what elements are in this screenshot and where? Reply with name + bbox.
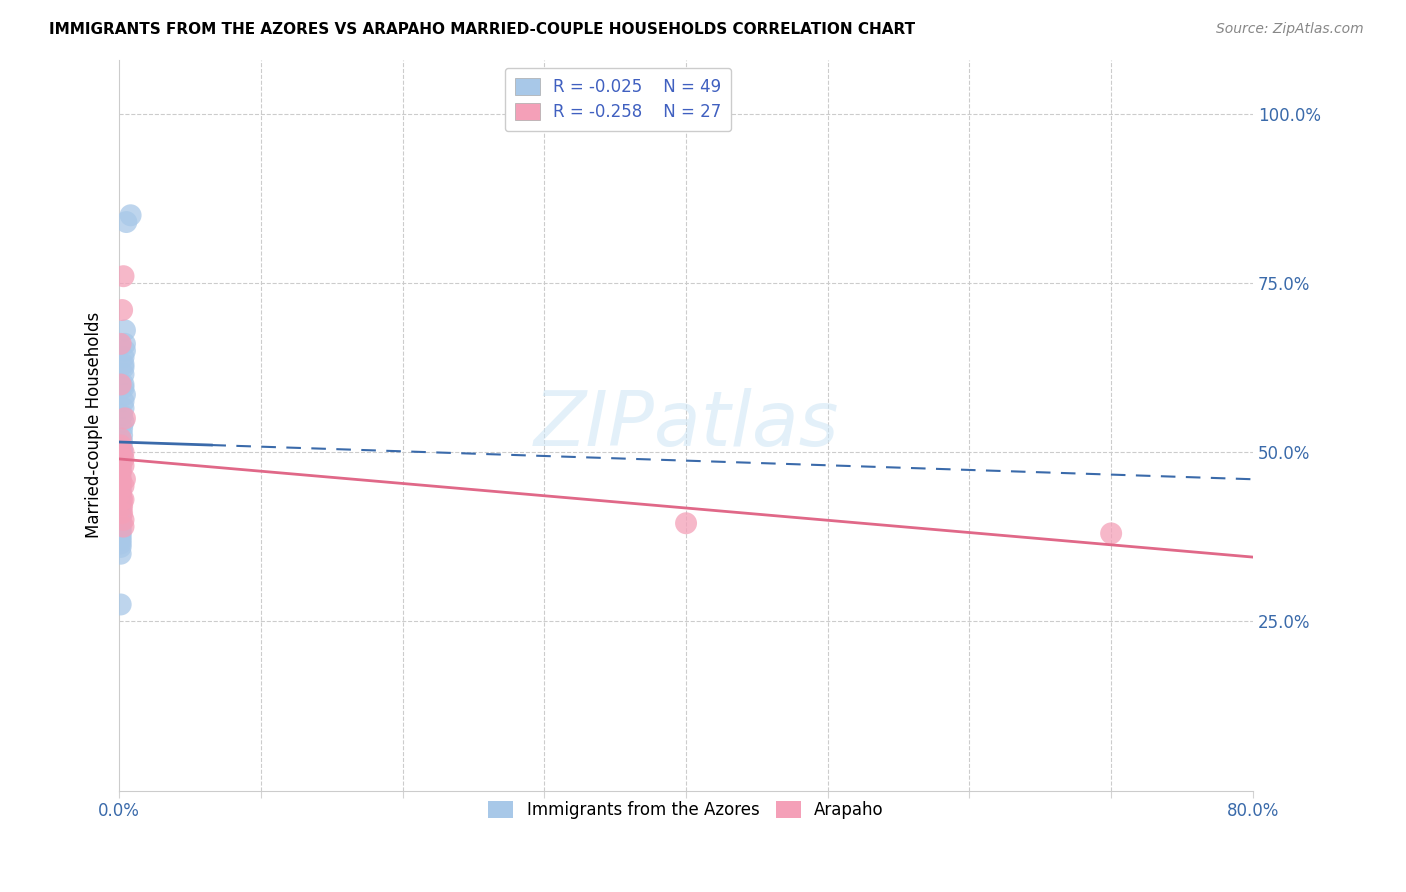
Point: [110, 472, 132, 486]
Point: [110, 483, 132, 497]
Point: [110, 523, 132, 537]
Point: [110, 377, 132, 392]
Point: [110, 489, 132, 503]
Point: [114, 323, 136, 337]
Point: [110, 540, 132, 554]
Point: [112, 415, 135, 429]
Point: [111, 500, 134, 514]
Point: [112, 269, 135, 284]
Point: [110, 533, 132, 548]
Point: [110, 432, 132, 446]
Point: [112, 519, 135, 533]
Point: [110, 485, 132, 500]
Point: [114, 387, 136, 401]
Point: [110, 485, 132, 500]
Point: [111, 445, 134, 459]
Text: ZIPatlas: ZIPatlas: [533, 388, 839, 462]
Point: [110, 500, 132, 514]
Point: [112, 381, 135, 395]
Point: [120, 208, 142, 222]
Point: [112, 368, 135, 382]
Point: [110, 547, 132, 561]
Point: [114, 472, 136, 486]
Point: [110, 466, 132, 480]
Point: [110, 598, 132, 612]
Point: [114, 343, 136, 358]
Point: [112, 513, 135, 527]
Point: [111, 408, 134, 422]
Point: [110, 492, 132, 507]
Point: [111, 435, 134, 450]
Point: [114, 337, 136, 351]
Point: [111, 442, 134, 456]
Point: [110, 452, 132, 467]
Point: [110, 516, 132, 531]
Point: [110, 530, 132, 544]
Y-axis label: Married-couple Households: Married-couple Households: [86, 312, 103, 538]
Point: [1099, 526, 1122, 541]
Point: [110, 458, 132, 473]
Point: [110, 502, 132, 516]
Point: [110, 438, 132, 452]
Point: [111, 492, 134, 507]
Point: [111, 421, 134, 435]
Point: [111, 428, 134, 442]
Point: [110, 337, 132, 351]
Point: [112, 351, 135, 365]
Point: [110, 475, 132, 490]
Point: [675, 516, 697, 531]
Point: [114, 411, 136, 425]
Point: [115, 215, 138, 229]
Point: [111, 449, 134, 463]
Point: [110, 509, 132, 524]
Point: [112, 452, 135, 467]
Point: [110, 462, 132, 476]
Point: [112, 357, 135, 371]
Point: [110, 496, 132, 510]
Point: [112, 479, 135, 493]
Point: [112, 377, 135, 392]
Text: IMMIGRANTS FROM THE AZORES VS ARAPAHO MARRIED-COUPLE HOUSEHOLDS CORRELATION CHAR: IMMIGRANTS FROM THE AZORES VS ARAPAHO MA…: [49, 22, 915, 37]
Point: [110, 458, 132, 473]
Point: [110, 479, 132, 493]
Point: [110, 526, 132, 541]
Point: [112, 360, 135, 375]
Legend: Immigrants from the Azores, Arapaho: Immigrants from the Azores, Arapaho: [481, 795, 890, 826]
Point: [110, 513, 132, 527]
Point: [111, 506, 134, 520]
Point: [110, 466, 132, 480]
Point: [112, 458, 135, 473]
Point: [112, 401, 135, 416]
Point: [112, 394, 135, 409]
Point: [110, 455, 132, 469]
Point: [110, 519, 132, 533]
Text: Source: ZipAtlas.com: Source: ZipAtlas.com: [1216, 22, 1364, 37]
Point: [110, 536, 132, 550]
Point: [110, 472, 132, 486]
Point: [110, 479, 132, 493]
Point: [112, 445, 135, 459]
Point: [110, 506, 132, 520]
Point: [111, 303, 134, 318]
Point: [110, 445, 132, 459]
Point: [112, 492, 135, 507]
